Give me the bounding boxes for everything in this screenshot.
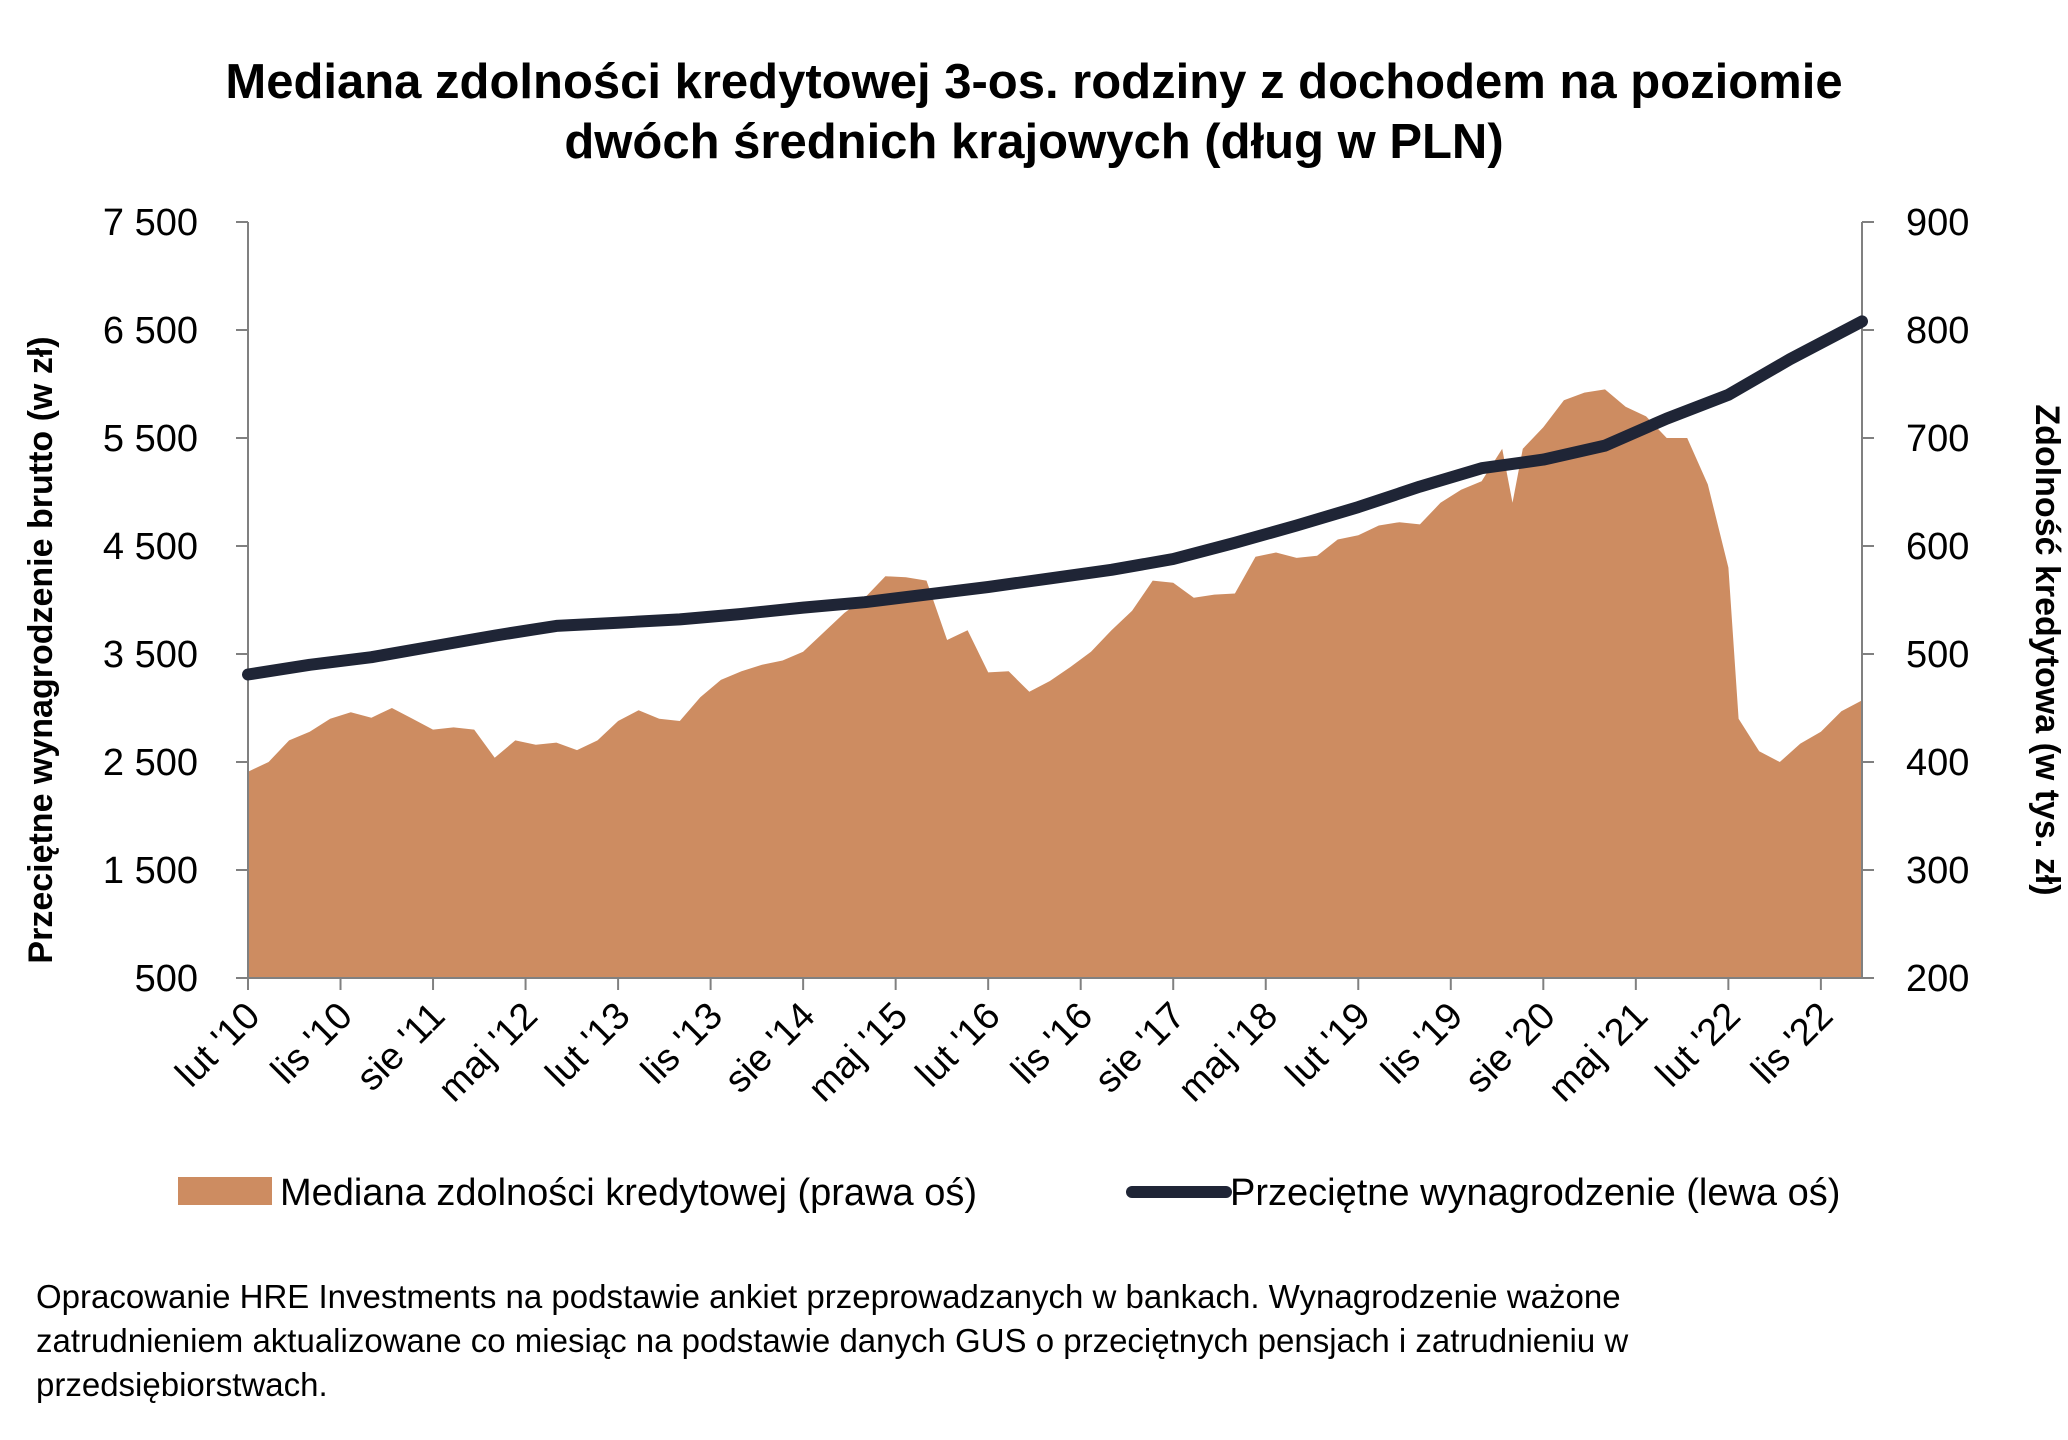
y-right-tick-label: 600 [1906, 526, 1969, 568]
credit-capacity-area [248, 389, 1862, 978]
y-left-tick-label: 5 500 [103, 418, 198, 460]
axes [236, 221, 1874, 990]
x-tick-label: maj '21 [1541, 995, 1656, 1110]
y-right-tick-label: 800 [1906, 310, 1969, 352]
x-tick-label: lut '13 [538, 995, 639, 1096]
credit-capacity-area-layer [248, 389, 1862, 978]
y-left-tick-label: 7 500 [103, 202, 198, 244]
y-right-tick-label: 700 [1906, 418, 1969, 460]
y-axis-right-title: Zdolność kredytowa (w tys. zł) [2028, 404, 2066, 895]
footnote-line-1: Opracowanie HRE Investments na podstawie… [36, 1278, 1621, 1315]
x-tick-label: lut '19 [1278, 995, 1379, 1096]
y-left-tick-label: 2 500 [103, 742, 198, 784]
y-right-tick-label: 300 [1906, 850, 1969, 892]
y-right-tick-label: 500 [1906, 634, 1969, 676]
legend-line-label: Przeciętne wynagrodzenie (lewa oś) [1230, 1172, 1840, 1214]
x-tick-label: lis '22 [1744, 995, 1842, 1093]
x-tick-label: maj '12 [430, 995, 545, 1110]
x-tick-label: maj '18 [1171, 995, 1286, 1110]
x-tick-label: lis '19 [1374, 995, 1472, 1093]
x-tick-label: lut '16 [908, 995, 1009, 1096]
y-left-tick-label: 1 500 [103, 850, 198, 892]
y-right-tick-label: 400 [1906, 742, 1969, 784]
footnote: Opracowanie HRE Investments na podstawie… [36, 1275, 1936, 1407]
salary-line [242, 315, 1868, 681]
x-tick-label: lis '13 [633, 995, 731, 1093]
legend: Mediana zdolności kredytowej (prawa oś) … [178, 1172, 1840, 1214]
x-tick-label: lut '10 [168, 995, 269, 1096]
chart-title: Mediana zdolności kredytowej 3-os. rodzi… [0, 52, 2068, 172]
footnote-line-2: zatrudnieniem aktualizowane co miesiąc n… [36, 1322, 1629, 1359]
y-right-tick-label: 200 [1906, 958, 1969, 1000]
y-left-tick-label: 500 [135, 958, 198, 1000]
x-tick-label: maj '15 [801, 995, 916, 1110]
y-axis-left-title: Przeciętne wynagrodzenie brutto (w zł) [22, 336, 60, 963]
legend-area-label: Mediana zdolności kredytowej (prawa oś) [280, 1172, 977, 1214]
x-tick-label: lis '16 [1004, 995, 1102, 1093]
x-tick-label: lut '22 [1648, 995, 1749, 1096]
y-left-tick-label: 3 500 [103, 634, 198, 676]
y-left-tick-label: 4 500 [103, 526, 198, 568]
title-line-2: dwóch średnich krajowych (dług w PLN) [564, 115, 1504, 169]
x-tick-label: lis '10 [263, 995, 361, 1093]
legend-area-swatch [178, 1177, 272, 1205]
y-right-tick-label: 900 [1906, 202, 1969, 244]
y-left-tick-label: 6 500 [103, 310, 198, 352]
salary-line-layer [242, 315, 1868, 681]
title-line-1: Mediana zdolności kredytowej 3-os. rodzi… [225, 55, 1843, 109]
footnote-line-3: przedsiębiorstwach. [36, 1366, 328, 1403]
